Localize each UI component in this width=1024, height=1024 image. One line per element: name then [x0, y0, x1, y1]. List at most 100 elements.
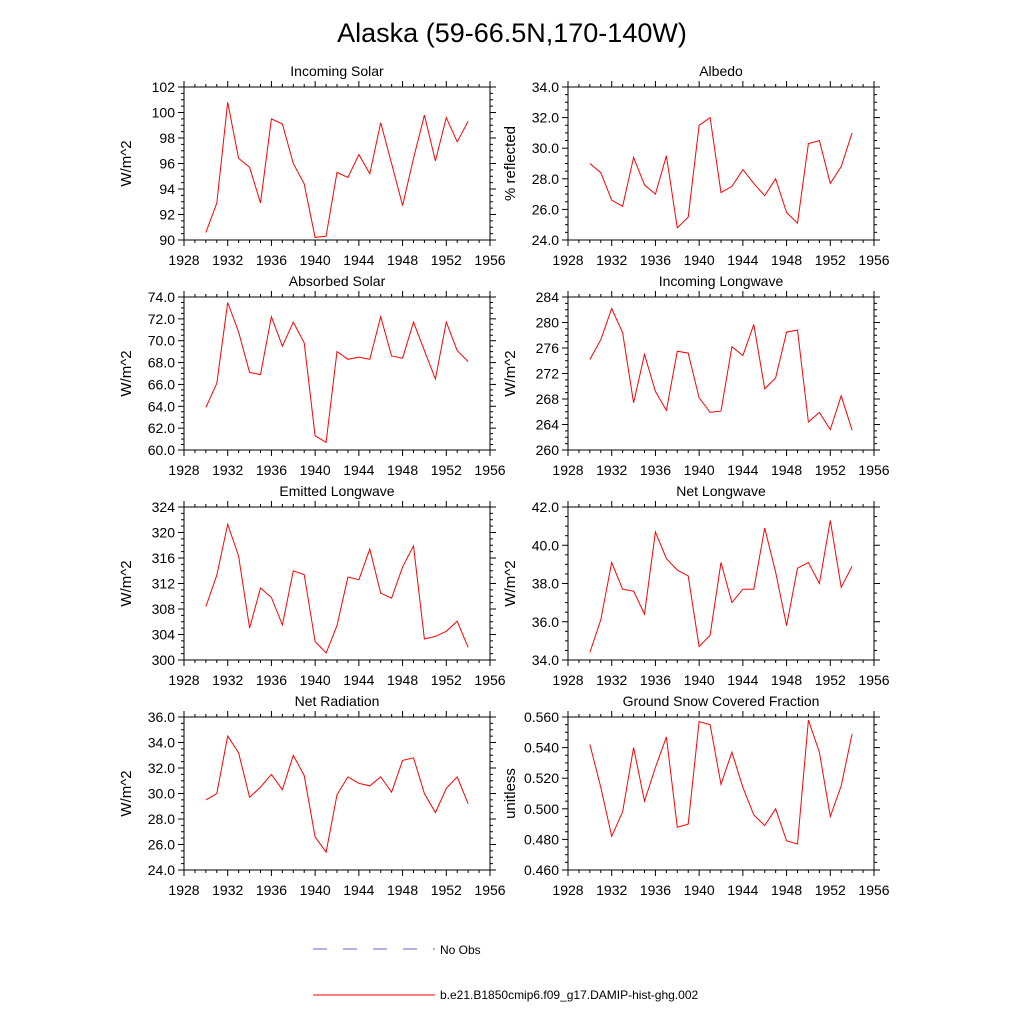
- y-tick-label: 0.520: [524, 770, 559, 786]
- x-tick-label: 1952: [431, 252, 462, 268]
- x-tick-label: 1936: [640, 252, 671, 268]
- chart-panel-4: Incoming Longwave W/m^2 1928 1932 1936 1940 19…: [502, 273, 890, 478]
- x-tick-label: 1940: [300, 672, 331, 688]
- panel-title: Incoming Longwave: [659, 273, 784, 289]
- y-tick-label: 66.0: [148, 376, 175, 392]
- x-tick-label: 1944: [343, 462, 374, 478]
- x-tick-label: 1956: [858, 882, 889, 898]
- x-tick-label: 1936: [256, 462, 287, 478]
- plot-frame: [567, 716, 875, 871]
- x-tick-label: 1928: [552, 252, 583, 268]
- chart-panel-1: Incoming Solar W/m^2 1928 1932 1936 1940 1944 1…: [118, 63, 506, 268]
- chart-panel-7: Net Radiation W/m^2 1928 1932 1936 1940 1944 19…: [118, 693, 506, 898]
- y-tick-label: 94: [159, 181, 175, 197]
- series-line: [205, 102, 469, 238]
- panel-title: Absorbed Solar: [289, 273, 386, 289]
- x-tick-label: 1940: [684, 672, 715, 688]
- y-tick-label: 320: [152, 525, 176, 541]
- x-tick-label: 1940: [684, 462, 715, 478]
- series-line: [205, 734, 469, 854]
- x-tick-label: 1932: [596, 882, 627, 898]
- x-tick-label: 1932: [212, 882, 243, 898]
- x-tick-label: 1932: [212, 672, 243, 688]
- y-tick-label: 24.0: [148, 862, 175, 878]
- x-tick-label: 1944: [727, 672, 758, 688]
- y-tick-label: 268: [536, 391, 560, 407]
- legend-model-label: b.e21.B1850cmip6.f09_g17.DAMIP-hist-ghg.…: [440, 988, 698, 1002]
- series-line: [205, 522, 469, 654]
- y-tick-label: 100: [152, 105, 176, 121]
- series-line: [589, 307, 853, 431]
- x-tick-label: 1940: [300, 462, 331, 478]
- y-tick-label: 98: [159, 130, 175, 146]
- x-tick-label: 1928: [552, 882, 583, 898]
- chart-panel-6: Net Longwave W/m^2 1928 1932 1936 1940 1944 194…: [502, 483, 890, 688]
- x-tick-label: 1948: [387, 252, 418, 268]
- x-tick-label: 1928: [552, 462, 583, 478]
- y-axis-label: W/m^2: [502, 350, 519, 396]
- x-tick-label: 1936: [640, 462, 671, 478]
- chart-panel-5: Emitted Longwave W/m^2 1928 1932 1936 1940 194…: [118, 483, 506, 688]
- y-tick-label: 316: [152, 550, 176, 566]
- y-tick-label: 276: [536, 340, 560, 356]
- y-tick-label: 34.0: [148, 735, 175, 751]
- x-tick-label: 1956: [474, 672, 505, 688]
- x-tick-label: 1956: [474, 462, 505, 478]
- x-tick-label: 1932: [596, 672, 627, 688]
- x-tick-label: 1928: [168, 882, 199, 898]
- x-tick-label: 1956: [474, 882, 505, 898]
- x-tick-label: 1936: [640, 672, 671, 688]
- x-tick-label: 1936: [256, 882, 287, 898]
- y-tick-label: 324: [152, 499, 176, 515]
- y-tick-label: 0.480: [524, 831, 559, 847]
- panel-title: Ground Snow Covered Fraction: [623, 693, 820, 709]
- y-axis-label: W/m^2: [118, 560, 135, 606]
- y-tick-label: 300: [152, 652, 176, 668]
- panel-title: Net Radiation: [295, 693, 380, 709]
- plot-frame: [567, 86, 875, 241]
- y-tick-label: 272: [536, 366, 560, 382]
- y-tick-label: 24.0: [532, 232, 559, 248]
- x-tick-label: 1940: [300, 252, 331, 268]
- legend: No Obs b.e21.B1850cmip6.f09_g17.DAMIP-hi…: [313, 943, 698, 1002]
- x-tick-label: 1948: [771, 252, 802, 268]
- y-tick-label: 0.540: [524, 740, 559, 756]
- x-tick-label: 1936: [640, 882, 671, 898]
- y-tick-label: 42.0: [532, 499, 559, 515]
- x-tick-label: 1928: [552, 672, 583, 688]
- figure-title: Alaska (59-66.5N,170-140W): [337, 18, 687, 48]
- plot-frame: [567, 506, 875, 661]
- y-tick-label: 32.0: [148, 760, 175, 776]
- y-tick-label: 264: [536, 417, 560, 433]
- x-tick-label: 1956: [474, 252, 505, 268]
- x-tick-label: 1928: [168, 672, 199, 688]
- y-tick-label: 72.0: [148, 311, 175, 327]
- y-tick-label: 260: [536, 442, 560, 458]
- y-tick-label: 68.0: [148, 355, 175, 371]
- x-tick-label: 1956: [858, 252, 889, 268]
- x-tick-label: 1956: [858, 672, 889, 688]
- y-tick-label: 0.560: [524, 709, 559, 725]
- x-tick-label: 1932: [212, 462, 243, 478]
- panels: Incoming Solar W/m^2 1928 1932 1936 1940 1944 1…: [118, 63, 890, 898]
- x-tick-label: 1948: [387, 882, 418, 898]
- chart-panel-3: Absorbed Solar W/m^2 1928 1932 1936 1940 1944 1…: [118, 273, 506, 478]
- panel-title: Incoming Solar: [290, 63, 384, 79]
- x-tick-label: 1928: [168, 462, 199, 478]
- y-tick-label: 34.0: [532, 79, 559, 95]
- x-tick-label: 1940: [684, 882, 715, 898]
- y-tick-label: 36.0: [532, 614, 559, 630]
- y-tick-label: 34.0: [532, 652, 559, 668]
- y-tick-label: 26.0: [532, 201, 559, 217]
- x-tick-label: 1948: [771, 462, 802, 478]
- y-tick-label: 304: [152, 627, 176, 643]
- x-tick-label: 1952: [815, 462, 846, 478]
- x-tick-label: 1952: [431, 672, 462, 688]
- y-tick-label: 90: [159, 232, 175, 248]
- y-axis-label: unitless: [502, 768, 519, 819]
- x-tick-label: 1952: [815, 882, 846, 898]
- y-tick-label: 30.0: [532, 140, 559, 156]
- x-tick-label: 1932: [212, 252, 243, 268]
- panel-title: Albedo: [699, 63, 743, 79]
